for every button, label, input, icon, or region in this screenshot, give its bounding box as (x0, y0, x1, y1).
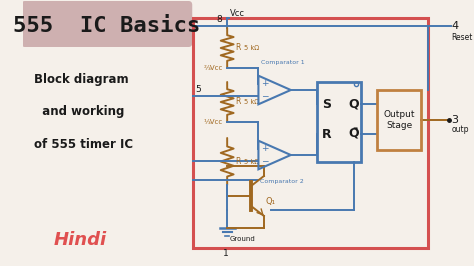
Text: 5 kΩ: 5 kΩ (244, 99, 259, 105)
Text: Ground: Ground (230, 236, 255, 242)
Text: R: R (236, 98, 241, 106)
Text: and working: and working (34, 106, 125, 118)
Text: 1: 1 (223, 249, 228, 258)
Text: −: − (261, 157, 269, 166)
Text: +: + (261, 144, 269, 153)
Text: R: R (322, 127, 331, 140)
Text: Comparator 1: Comparator 1 (261, 60, 304, 65)
Text: 5: 5 (195, 85, 201, 94)
Text: 3: 3 (451, 115, 458, 125)
Text: +: + (261, 79, 269, 88)
Text: Comparator 2: Comparator 2 (260, 179, 304, 184)
Text: −: − (261, 92, 269, 101)
Text: Hindi: Hindi (54, 231, 107, 249)
Text: Q̄: Q̄ (348, 127, 359, 140)
Bar (317, 82, 361, 162)
Text: outp: outp (451, 125, 469, 134)
Text: Q₁: Q₁ (266, 197, 276, 206)
Text: 5 kΩ: 5 kΩ (244, 45, 259, 51)
Text: R: R (236, 157, 241, 166)
Text: ⅓Vcc: ⅓Vcc (203, 119, 222, 125)
Text: of 555 timer IC: of 555 timer IC (34, 138, 133, 151)
Text: S: S (322, 98, 331, 111)
Bar (193, 18, 428, 248)
Text: Block diagram: Block diagram (34, 73, 129, 86)
Text: Q: Q (348, 98, 359, 111)
Text: Reset: Reset (451, 33, 473, 42)
FancyBboxPatch shape (21, 1, 192, 47)
Text: 5 kΩ: 5 kΩ (244, 159, 259, 164)
Text: ⅔Vcc: ⅔Vcc (203, 65, 223, 71)
Text: 8: 8 (216, 15, 222, 24)
Bar (377, 90, 421, 150)
Text: R: R (236, 44, 241, 52)
Text: 555  IC Basics: 555 IC Basics (13, 16, 201, 36)
Text: 4: 4 (451, 21, 459, 31)
Text: Vcc: Vcc (230, 9, 245, 18)
Text: Output
Stage: Output Stage (383, 110, 415, 130)
